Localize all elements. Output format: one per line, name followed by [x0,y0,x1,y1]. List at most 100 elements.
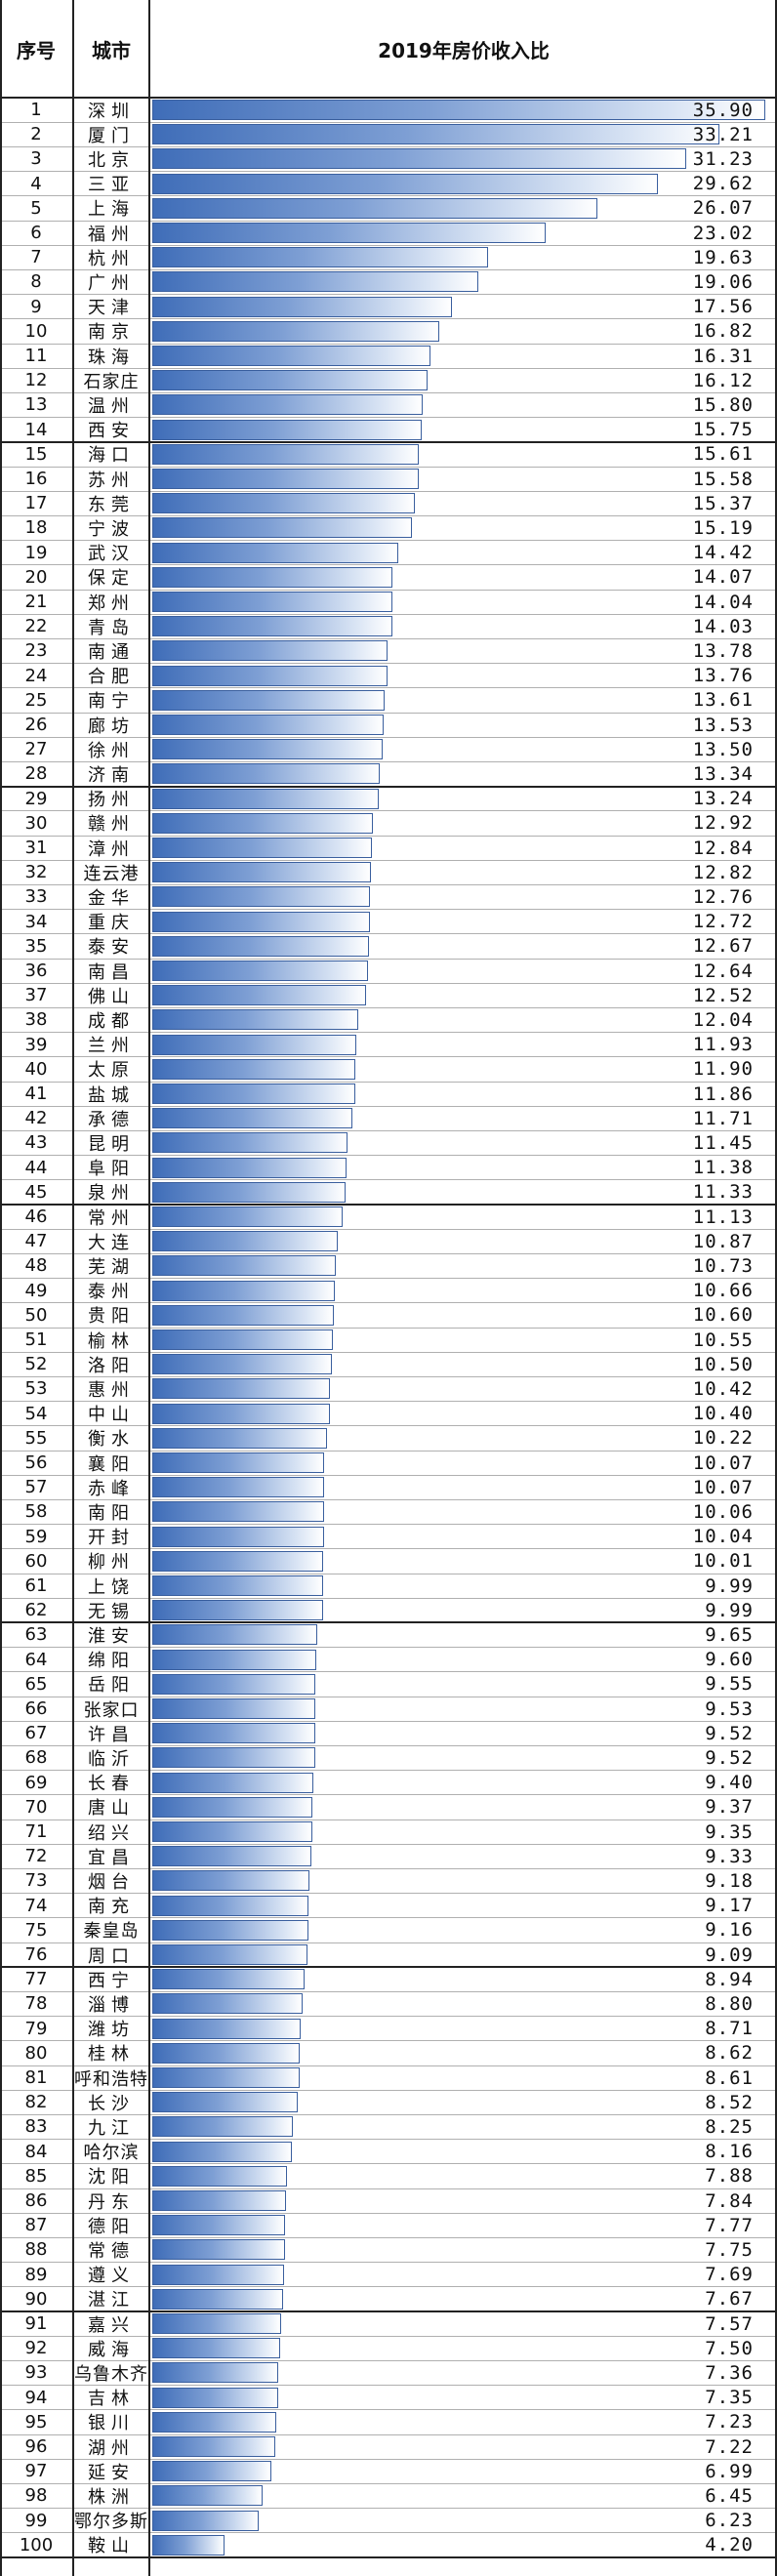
city-cell: 上饶 [88,1576,135,1598]
rank-cell: 68 [24,1747,48,1769]
row-divider [0,1744,777,1746]
value-label: 23.02 [692,222,754,244]
city-cell: 南宁 [88,691,135,713]
value-label: 12.76 [692,885,754,908]
value-bar [152,935,369,957]
value-bar [152,1723,315,1744]
row-divider [0,1179,777,1181]
row-divider [0,1498,777,1500]
city-cell: 武汉 [88,544,135,565]
group-divider [0,1204,777,1206]
row-divider [0,244,777,246]
table-row: 44 阜阳 11.38 [0,1156,777,1180]
rank-cell: 7 [30,247,42,268]
city-cell: 桂林 [88,2044,135,2065]
rank-cell: 21 [24,592,48,613]
city-cell: 成都 [88,1010,135,1032]
row-divider [0,1401,777,1403]
city-cell: 赣州 [88,814,135,836]
city-cell: 唐山 [88,1798,135,1820]
table-row: 45 泉州 11.33 [0,1180,777,1205]
city-cell: 湛江 [88,2290,135,2311]
table-row: 37 佛山 12.52 [0,983,777,1007]
rank-cell: 4 [30,173,42,194]
rank-cell: 97 [24,2461,48,2482]
row-divider [0,2458,777,2460]
table-row: 27 徐州 13.50 [0,737,777,761]
rank-cell: 89 [24,2264,48,2285]
city-cell: 杭州 [88,248,135,269]
value-label: 19.06 [692,270,754,293]
rank-cell: 37 [24,985,48,1006]
value-bar [152,2288,284,2310]
row-divider [0,268,777,270]
table-row: 52 洛阳 10.50 [0,1352,777,1376]
table-row: 49 泰州 10.66 [0,1279,777,1303]
city-cell: 徐州 [88,740,135,761]
rank-cell: 91 [24,2313,48,2335]
value-bar [152,1624,317,1646]
value-label: 12.84 [692,837,754,859]
city-cell: 南阳 [88,1502,135,1524]
value-label: 11.33 [692,1181,754,1204]
grid-line-index [72,0,74,2576]
value-bar [152,1255,336,1277]
city-cell: 西宁 [88,1970,135,1991]
table-bottom-border [0,2556,777,2558]
city-cell: 大连 [88,1232,135,1253]
row-divider [0,760,777,762]
city-cell: 银川 [88,2413,135,2434]
city-cell: 连云港 [83,863,140,884]
rank-cell: 86 [24,2190,48,2212]
table-row: 31 漳州 12.84 [0,836,777,860]
value-bar [152,1206,343,1227]
table-row: 85 沈阳 7.88 [0,2164,777,2188]
value-bar [152,1427,327,1449]
city-cell: 张家口 [83,1699,140,1721]
rank-cell: 34 [24,911,48,932]
value-bar [152,1649,316,1670]
city-cell: 岳阳 [88,1675,135,1697]
value-bar [152,2018,302,2039]
value-label: 9.99 [705,1574,754,1597]
row-divider [0,2335,777,2337]
table-row: 30 赣州 12.92 [0,811,777,836]
city-cell: 北京 [88,149,135,171]
value-bar [152,1846,312,1867]
value-label: 12.64 [692,960,754,982]
city-cell: 烟台 [88,1871,135,1893]
value-bar [152,1304,334,1326]
value-bar [152,1969,306,1990]
value-bar [152,320,440,342]
rank-cell: 51 [24,1329,48,1351]
value-bar [152,2141,292,2162]
row-divider [0,391,777,393]
rank-cell: 75 [24,1919,48,1941]
value-bar [152,2215,285,2236]
city-cell: 石家庄 [83,371,140,392]
rank-cell: 92 [24,2338,48,2359]
table-row: 3 北京 31.23 [0,146,777,171]
value-bar [152,271,478,293]
value-label: 10.07 [692,1476,754,1498]
city-cell: 临沂 [88,1748,135,1770]
value-bar [152,1378,331,1400]
value-bar [152,443,420,465]
row-divider [0,1942,777,1943]
city-cell: 南通 [88,641,135,663]
rank-cell: 30 [24,812,48,834]
value-bar [152,1575,323,1596]
row-divider [0,145,777,147]
city-cell: 金华 [88,887,135,909]
city-cell: 芜湖 [88,1256,135,1278]
rank-cell: 96 [24,2436,48,2458]
city-cell: 温州 [88,395,135,417]
value-bar [152,1009,358,1031]
table-row: 76 周口 9.09 [0,1942,777,1967]
city-cell: 乌鲁木齐 [74,2363,148,2385]
value-label: 9.18 [705,1869,754,1892]
value-label: 7.23 [705,2411,754,2433]
table-row: 66 张家口 9.53 [0,1697,777,1721]
rank-cell: 11 [24,346,48,367]
value-bar [152,1821,312,1842]
